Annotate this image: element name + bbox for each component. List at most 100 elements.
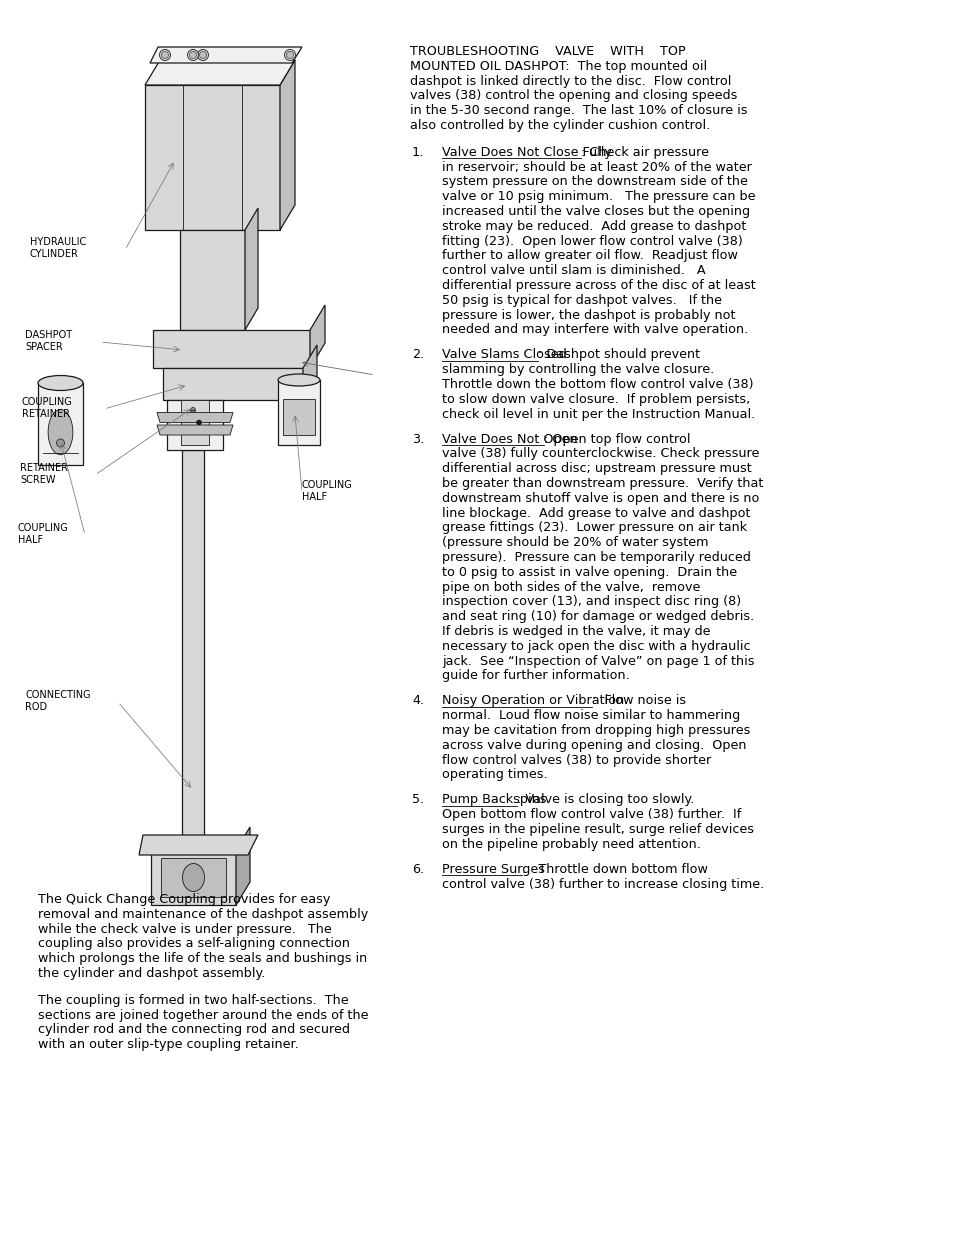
Text: : Check air pressure: : Check air pressure (580, 146, 708, 159)
Circle shape (188, 49, 198, 61)
Text: 50 psig is typical for dashpot valves.   If the: 50 psig is typical for dashpot valves. I… (441, 294, 721, 306)
Text: across valve during opening and closing.  Open: across valve during opening and closing.… (441, 739, 745, 752)
Text: :  Flow noise is: : Flow noise is (591, 694, 685, 708)
Text: COUPLING
RETAINER: COUPLING RETAINER (22, 396, 72, 419)
Text: slamming by controlling the valve closure.: slamming by controlling the valve closur… (441, 363, 714, 377)
Polygon shape (310, 305, 325, 368)
Text: dashpot is linked directly to the disc.  Flow control: dashpot is linked directly to the disc. … (410, 74, 731, 88)
Text: operating times.: operating times. (441, 768, 547, 782)
Polygon shape (280, 61, 294, 230)
Text: valves (38) control the opening and closing speeds: valves (38) control the opening and clos… (410, 89, 737, 103)
Text: Valve Slams Closed: Valve Slams Closed (441, 348, 566, 362)
Text: in reservoir; should be at least 20% of the water: in reservoir; should be at least 20% of … (441, 161, 751, 174)
Circle shape (197, 49, 209, 61)
Text: : Open top flow control: : Open top flow control (543, 432, 689, 446)
Text: valve or 10 psig minimum.   The pressure can be: valve or 10 psig minimum. The pressure c… (441, 190, 755, 204)
FancyBboxPatch shape (151, 850, 235, 905)
Text: COUPLING
HALF: COUPLING HALF (18, 522, 69, 545)
Text: valve (38) fully counterclockwise. Check pressure: valve (38) fully counterclockwise. Check… (441, 447, 759, 461)
Text: to 0 psig to assist in valve opening.  Drain the: to 0 psig to assist in valve opening. Dr… (441, 566, 737, 579)
Text: surges in the pipeline result, surge relief devices: surges in the pipeline result, surge rel… (441, 823, 753, 836)
Text: stroke may be reduced.  Add grease to dashpot: stroke may be reduced. Add grease to das… (441, 220, 745, 233)
Text: The coupling is formed in two half-sections.  The: The coupling is formed in two half-secti… (38, 994, 348, 1007)
Polygon shape (157, 425, 233, 435)
Text: COUPLING
HALF: COUPLING HALF (302, 480, 353, 501)
FancyBboxPatch shape (283, 399, 314, 435)
Text: normal.  Loud flow noise similar to hammering: normal. Loud flow noise similar to hamme… (441, 709, 740, 722)
Text: increased until the valve closes but the opening: increased until the valve closes but the… (441, 205, 749, 219)
Text: also controlled by the cylinder cushion control.: also controlled by the cylinder cushion … (410, 119, 709, 132)
Text: 3.: 3. (412, 432, 424, 446)
Text: HYDRAULIC
CYLINDER: HYDRAULIC CYLINDER (30, 237, 86, 258)
Text: 6.: 6. (412, 863, 424, 876)
Circle shape (286, 52, 294, 58)
Circle shape (161, 52, 169, 58)
Text: and seat ring (10) for damage or wedged debris.: and seat ring (10) for damage or wedged … (441, 610, 754, 624)
Text: DASHPOT
SPACER: DASHPOT SPACER (25, 330, 72, 352)
FancyBboxPatch shape (145, 85, 280, 230)
Text: differential across disc; upstream pressure must: differential across disc; upstream press… (441, 462, 751, 475)
Text: sections are joined together around the ends of the: sections are joined together around the … (38, 1009, 368, 1021)
Text: may be cavitation from dropping high pressures: may be cavitation from dropping high pre… (441, 724, 750, 737)
Text: CONNECTING
ROD: CONNECTING ROD (25, 690, 91, 711)
Text: inspection cover (13), and inspect disc ring (8): inspection cover (13), and inspect disc … (441, 595, 740, 609)
Text: further to allow greater oil flow.  Readjust flow: further to allow greater oil flow. Readj… (441, 249, 737, 262)
Text: pipe on both sides of the valve,  remove: pipe on both sides of the valve, remove (441, 580, 700, 594)
FancyBboxPatch shape (163, 368, 303, 400)
Text: Pressure Surges: Pressure Surges (441, 863, 544, 876)
Text: RETAINER
SCREW: RETAINER SCREW (20, 463, 68, 484)
Polygon shape (145, 61, 294, 85)
Text: system pressure on the downstream side of the: system pressure on the downstream side o… (441, 175, 747, 189)
Text: pressure is lower, the dashpot is probably not: pressure is lower, the dashpot is probab… (441, 309, 735, 321)
Text: needed and may interfere with valve operation.: needed and may interfere with valve oper… (441, 324, 747, 336)
Text: 2.: 2. (412, 348, 424, 362)
Ellipse shape (277, 374, 319, 387)
Text: fitting (23).  Open lower flow control valve (38): fitting (23). Open lower flow control va… (441, 235, 742, 247)
Text: cylinder rod and the connecting rod and secured: cylinder rod and the connecting rod and … (38, 1024, 350, 1036)
Text: which prolongs the life of the seals and bushings in: which prolongs the life of the seals and… (38, 952, 367, 966)
Text: pressure).  Pressure can be temporarily reduced: pressure). Pressure can be temporarily r… (441, 551, 750, 564)
Text: in the 5-30 second range.  The last 10% of closure is: in the 5-30 second range. The last 10% o… (410, 104, 747, 117)
Circle shape (190, 52, 196, 58)
Text: control valve (38) further to increase closing time.: control valve (38) further to increase c… (441, 878, 763, 890)
FancyBboxPatch shape (277, 380, 319, 445)
Text: :   Throttle down bottom flow: : Throttle down bottom flow (521, 863, 707, 876)
Text: If debris is wedged in the valve, it may de: If debris is wedged in the valve, it may… (441, 625, 710, 638)
Text: 5.: 5. (412, 793, 424, 806)
Polygon shape (139, 835, 257, 855)
Ellipse shape (48, 410, 72, 454)
Text: The Quick Change Coupling provides for easy: The Quick Change Coupling provides for e… (38, 893, 330, 906)
Text: Valve Does Not Close Fully: Valve Does Not Close Fully (441, 146, 611, 159)
Circle shape (159, 49, 171, 61)
Text: Throttle down the bottom flow control valve (38): Throttle down the bottom flow control va… (441, 378, 753, 391)
Polygon shape (235, 827, 250, 905)
Text: differential pressure across of the disc of at least: differential pressure across of the disc… (441, 279, 755, 291)
Text: (pressure should be 20% of water system: (pressure should be 20% of water system (441, 536, 708, 550)
Text: guide for further information.: guide for further information. (441, 669, 629, 683)
Text: with an outer slip-type coupling retainer.: with an outer slip-type coupling retaine… (38, 1039, 298, 1051)
Text: on the pipeline probably need attention.: on the pipeline probably need attention. (441, 837, 700, 851)
Text: Open bottom flow control valve (38) further.  If: Open bottom flow control valve (38) furt… (441, 808, 740, 821)
Text: line blockage.  Add grease to valve and dashpot: line blockage. Add grease to valve and d… (441, 506, 750, 520)
Text: necessary to jack open the disc with a hydraulic: necessary to jack open the disc with a h… (441, 640, 750, 653)
Circle shape (191, 408, 195, 412)
Text: Noisy Operation or Vibration: Noisy Operation or Vibration (441, 694, 623, 708)
Text: coupling also provides a self-aligning connection: coupling also provides a self-aligning c… (38, 937, 350, 951)
Text: grease fittings (23).  Lower pressure on air tank: grease fittings (23). Lower pressure on … (441, 521, 746, 535)
FancyBboxPatch shape (182, 450, 204, 850)
Circle shape (56, 438, 65, 447)
Text: 4.: 4. (412, 694, 424, 708)
FancyBboxPatch shape (181, 400, 209, 445)
Text: : Dashpot should prevent: : Dashpot should prevent (537, 348, 700, 362)
Circle shape (199, 52, 206, 58)
Text: 1.: 1. (412, 146, 424, 159)
Text: check oil level in unit per the Instruction Manual.: check oil level in unit per the Instruct… (441, 408, 755, 421)
Text: Valve Does Not Open: Valve Does Not Open (441, 432, 577, 446)
Text: MOUNTED OIL DASHPOT:  The top mounted oil: MOUNTED OIL DASHPOT: The top mounted oil (410, 59, 706, 73)
Text: flow control valves (38) to provide shorter: flow control valves (38) to provide shor… (441, 753, 711, 767)
FancyBboxPatch shape (161, 858, 226, 897)
Text: jack.  See “Inspection of Valve” on page 1 of this: jack. See “Inspection of Valve” on page … (441, 655, 754, 668)
Polygon shape (150, 47, 302, 63)
Text: removal and maintenance of the dashpot assembly: removal and maintenance of the dashpot a… (38, 908, 368, 921)
FancyBboxPatch shape (38, 383, 83, 466)
